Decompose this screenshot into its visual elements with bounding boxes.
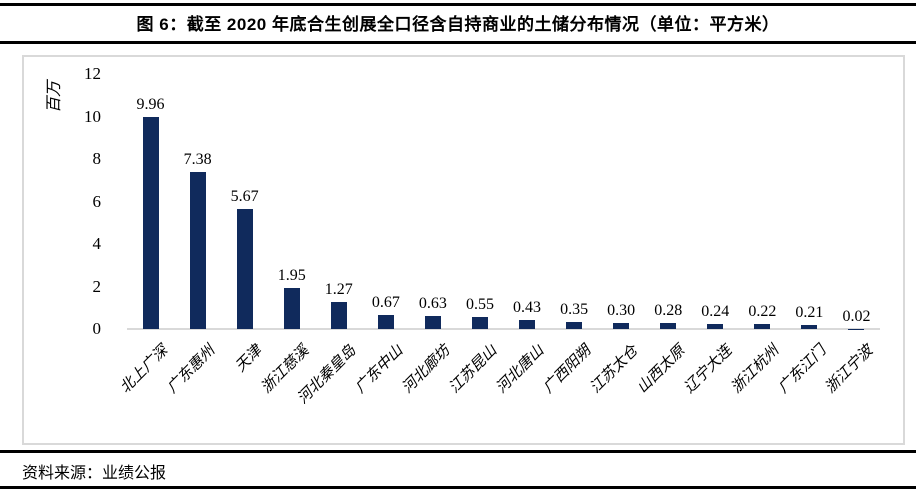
bar (754, 324, 771, 329)
divider (0, 450, 916, 453)
bar-value-label: 0.63 (418, 294, 447, 312)
y-axis-tick-label: 10 (84, 106, 101, 126)
bar (189, 172, 206, 329)
bar-value-label: 0.67 (371, 293, 400, 311)
bar-value-label: 0.28 (654, 302, 683, 320)
bar (142, 117, 159, 329)
y-axis-tick-label: 2 (92, 276, 102, 296)
x-axis-line (127, 328, 880, 330)
divider (0, 486, 916, 489)
bar (801, 324, 818, 329)
bar-value-label: 0.02 (842, 307, 871, 325)
y-axis-tick-label: 4 (92, 234, 102, 253)
y-axis-tick-label: 8 (92, 149, 102, 168)
bar (519, 319, 536, 329)
bar-value-label: 9.96 (136, 96, 165, 114)
y-axis-tick-label: 0 (92, 319, 102, 338)
bar-value-label: 0.21 (795, 303, 824, 321)
bar-value-label: 0.22 (748, 303, 777, 321)
divider (0, 3, 916, 6)
bar (377, 314, 394, 329)
bar-value-label: 7.38 (183, 151, 212, 169)
y-axis-tick-label: 6 (92, 191, 102, 211)
bar (424, 315, 441, 329)
bar-value-label: 0.24 (701, 302, 730, 320)
bar (613, 322, 630, 329)
bar (471, 317, 488, 329)
divider (0, 41, 916, 44)
bar-value-label: 0.55 (465, 296, 494, 314)
bar-value-label: 0.43 (513, 298, 542, 316)
bar-value-label: 5.67 (230, 187, 259, 205)
bar-value-label: 0.35 (560, 300, 589, 318)
bar-value-label: 1.95 (277, 266, 306, 284)
bar (330, 302, 347, 329)
bar (848, 328, 865, 329)
chart-area: 百万 0 2 4 6 8 10 12 9.96 北上广深 7.38 广东惠州 5.67 天津 1.95 浙江… (22, 55, 905, 445)
source-note: 资料来源：业绩公报 (22, 465, 167, 482)
bar (566, 321, 583, 329)
bar-value-label: 1.27 (324, 281, 353, 298)
bar-value-label: 0.30 (607, 301, 636, 319)
bar (660, 323, 677, 329)
bar (707, 323, 724, 329)
page-title: 图 6：截至 2020 年底合生创展全口径含自持商业的土储分布情况（单位：平方米… (136, 15, 780, 34)
bar (236, 208, 253, 329)
bar (283, 287, 300, 329)
y-axis-tick-label: 12 (84, 64, 101, 83)
